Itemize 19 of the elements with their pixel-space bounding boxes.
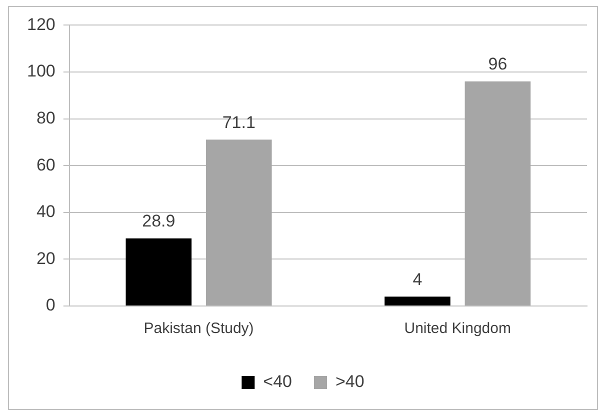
legend-label: <40: [263, 372, 292, 392]
y-tick-label: 0: [46, 296, 56, 315]
data-label: 28.9: [142, 212, 176, 231]
data-label: 4: [412, 270, 422, 289]
bar: [464, 81, 531, 306]
bar: [384, 296, 450, 306]
y-tick-label: 40: [36, 202, 56, 222]
y-tick-label: 100: [26, 62, 56, 81]
x-tick-label: Pakistan (Study): [144, 320, 254, 338]
data-label: 71.1: [222, 112, 256, 132]
y-tick-label: 80: [36, 108, 56, 128]
y-tick-label: 120: [26, 14, 56, 34]
legend-label: >40: [336, 372, 364, 392]
y-tick-label: 60: [36, 155, 56, 174]
y-tick-label: 20: [36, 248, 56, 268]
data-label: 96: [488, 54, 508, 74]
x-tick-label: United Kingdom: [404, 320, 511, 338]
bar: [206, 140, 272, 306]
bar: [126, 238, 192, 306]
